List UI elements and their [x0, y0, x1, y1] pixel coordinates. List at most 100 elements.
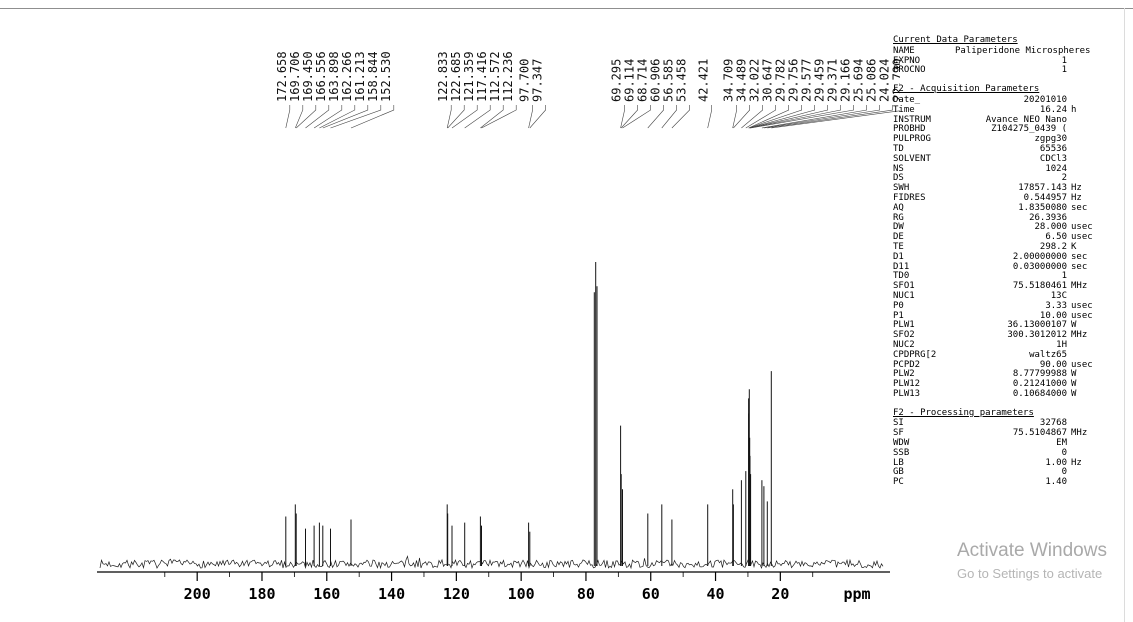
parameter-value: CDCl3 [1039, 153, 1067, 164]
parameter-name: SFO2 [893, 330, 915, 341]
peak-label: 163.898 [327, 51, 341, 102]
peak-label-connector [447, 105, 465, 129]
nmr-spectrum: 172.658 169.706 169.450 166.556 163.898 162.2… [97, 51, 900, 603]
parameter-name: PROCNO [893, 65, 926, 76]
parameter-unit: W [1071, 369, 1077, 380]
parameter-name: LB [893, 457, 904, 468]
peak-label-connector [620, 105, 625, 129]
parameter-row: SOLVENT CDCl3 [893, 153, 1103, 165]
parameter-value: 0.21241000 [1012, 379, 1067, 390]
peak-label: 29.459 [813, 59, 827, 102]
peak-label: 97.700 [518, 59, 532, 102]
peak-label: 97.347 [531, 59, 545, 102]
peak-label: 69.295 [610, 59, 624, 102]
parameter-row: SF 75.5104867 MHz [893, 428, 1103, 439]
activate-windows-watermark: Activate Windows Go to Settings to activ… [957, 540, 1107, 581]
parameter-row: PROCNO 1 [893, 66, 1103, 76]
parameter-row: INSTRUM Avance NEO Nano [893, 114, 1103, 126]
window-right-edge [1124, 8, 1125, 622]
parameter-unit: K [1071, 241, 1077, 252]
parameter-name: DW [893, 222, 904, 233]
peak-label-connector [647, 105, 664, 129]
parameter-row: NAME Paliperidone Microspheres [893, 46, 1103, 57]
peak-lines [285, 262, 772, 566]
parameters-panel: Current Data Parameters NAME Paliperidone … [893, 35, 1103, 497]
peak-label-connector [761, 105, 868, 129]
parameter-name: EXPNO [893, 55, 921, 66]
parameter-row: D11 0.03000000 sec [893, 261, 1103, 273]
peak-label-connector [480, 105, 504, 129]
parameter-unit: W [1071, 388, 1077, 399]
parameter-name: FIDRES [893, 192, 926, 203]
axis-unit-label: ppm [843, 585, 870, 603]
parameter-value: 10.00 [1039, 310, 1067, 321]
parameter-name: PULPROG [893, 134, 931, 145]
axis-tick-label: 20 [771, 585, 789, 603]
parameter-unit: sec [1071, 261, 1088, 272]
top-divider [0, 8, 1133, 9]
parameter-row: TE 298.2 K [893, 241, 1103, 253]
parameter-value: 0.10684000 [1012, 388, 1067, 399]
parameter-unit [1067, 125, 1103, 135]
parameter-name: TD0 [893, 271, 910, 282]
peak-label: 172.658 [275, 51, 289, 102]
parameter-value: 6.50 [1045, 232, 1067, 243]
peak-labels: 172.658 169.706 169.450 166.556 163.898 162.2… [275, 51, 900, 129]
peak-label: 169.450 [301, 51, 315, 102]
parameter-value: Z104275_0439 ( [991, 124, 1067, 135]
parameter-unit [1067, 116, 1103, 126]
parameter-value: 16.24 [1039, 104, 1067, 115]
peak-label: 152.530 [379, 51, 393, 102]
parameter-name: SOLVENT [893, 153, 931, 164]
parameter-value: 0.544957 [1023, 192, 1067, 203]
peak-label-connector [771, 110, 900, 129]
parameter-name: PC [893, 477, 904, 488]
parameter-unit: W [1071, 320, 1077, 331]
axis-tick-label: 100 [508, 585, 535, 603]
parameter-name: TE [893, 241, 904, 252]
parameter-value: Avance NEO Nano [985, 114, 1067, 125]
parameter-unit: usec [1071, 300, 1093, 311]
peak-label: 121.359 [462, 51, 476, 102]
watermark-line2: Go to Settings to activate [957, 566, 1103, 581]
peak-label-connector [528, 105, 533, 129]
x-axis: 200 180 160 140 120 100 80 60 40 20 ppm [97, 571, 890, 603]
axis-tick-label: 60 [642, 585, 660, 603]
parameter-row: PROBHD Z104275_0439 ( [893, 125, 1103, 135]
parameter-value: zgpg30 [1034, 134, 1067, 145]
axis-tick-label: 40 [707, 585, 725, 603]
parameter-name: PCPD2 [893, 359, 921, 370]
peak-label-connector [529, 105, 546, 129]
parameter-value: 0.03000000 [1012, 261, 1067, 272]
parameter-name: P1 [893, 310, 904, 321]
peak-label-connector [750, 105, 855, 129]
axis-tick-label: 120 [443, 585, 470, 603]
parameter-name: Date_ [893, 94, 921, 105]
peak-label-connector [620, 105, 638, 129]
watermark-line1: Activate Windows [957, 540, 1107, 561]
peak-label: 29.371 [826, 59, 840, 102]
peak-label: 34.489 [735, 59, 749, 102]
parameter-row: NUC1 13C [893, 291, 1103, 302]
parameter-value: 0 [1061, 467, 1067, 478]
parameter-unit: sec [1071, 202, 1088, 213]
parameter-row: DS 2 [893, 174, 1103, 184]
parameter-name: DE [893, 232, 904, 243]
parameter-name: SF [893, 428, 904, 439]
parameter-name: PLW13 [893, 388, 921, 399]
peak-label: 30.647 [761, 59, 775, 102]
peak-label: 56.585 [662, 59, 676, 102]
peak-label-connector [319, 105, 356, 129]
parameter-value: 300.3012012 [1007, 330, 1067, 341]
peak-label: 112.572 [488, 51, 502, 102]
peak-label: 32.022 [748, 59, 762, 102]
parameter-value: 298.2 [1039, 241, 1067, 252]
parameter-value: 1.00 [1045, 457, 1067, 468]
peak-label-connector [295, 105, 317, 129]
peak-label: 166.556 [314, 51, 328, 102]
parameter-row: NUC2 1H [893, 340, 1103, 351]
parameter-name: TD [893, 143, 904, 154]
peak-label-connector [446, 105, 452, 129]
parameter-name: SSB [893, 447, 910, 458]
